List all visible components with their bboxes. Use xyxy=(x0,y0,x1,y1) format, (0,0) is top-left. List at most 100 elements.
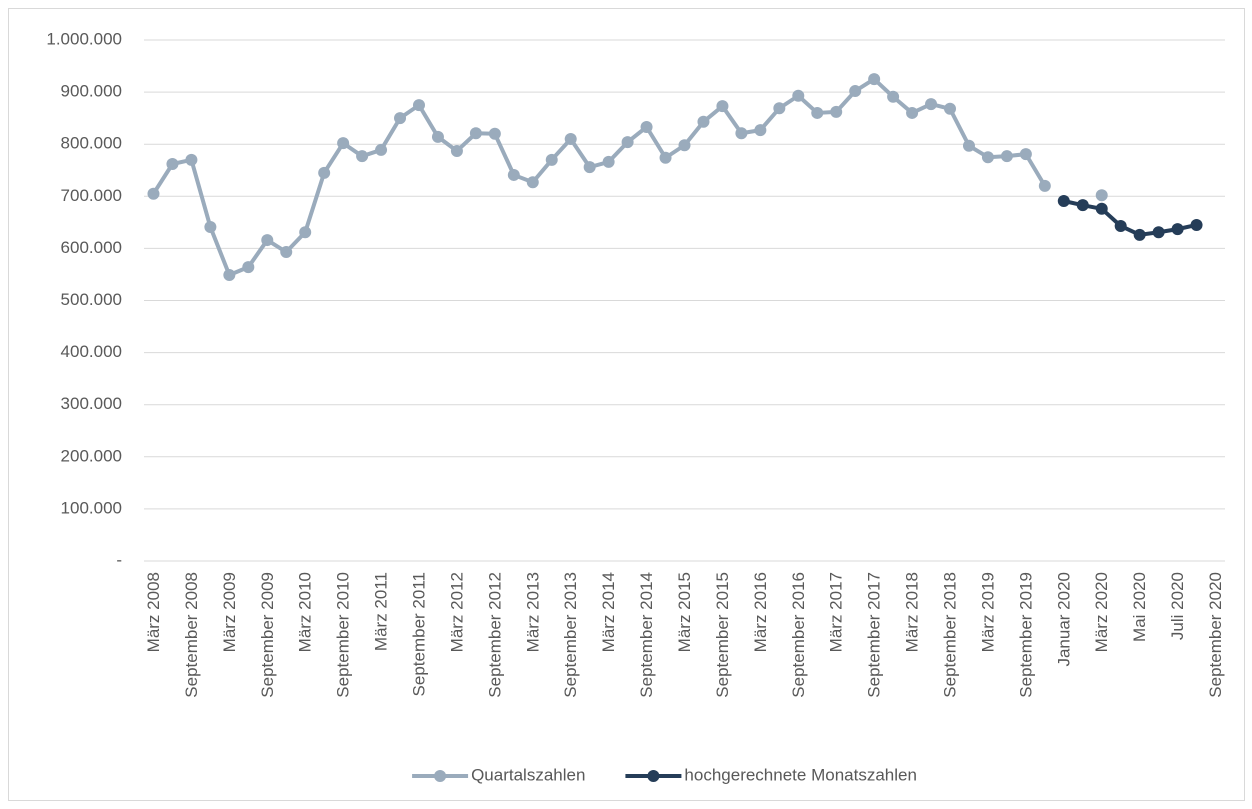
y-tick-label: - xyxy=(116,550,122,569)
data-point xyxy=(412,99,425,112)
data-point xyxy=(830,105,843,118)
data-point xyxy=(1000,150,1013,163)
data-point xyxy=(526,176,539,189)
data-point xyxy=(166,157,179,170)
data-point xyxy=(394,112,407,125)
x-tick-label: September 2014 xyxy=(637,572,656,698)
x-tick-label: Januar 2020 xyxy=(1054,572,1073,667)
x-tick-label: März 2008 xyxy=(144,572,163,652)
x-tick-label: März 2018 xyxy=(903,572,922,652)
data-point xyxy=(507,168,520,181)
data-point xyxy=(545,153,558,166)
data-point xyxy=(773,102,786,115)
y-tick-label: 100.000 xyxy=(61,498,122,517)
data-point xyxy=(204,221,217,234)
data-point xyxy=(716,100,729,113)
x-tick-label: September 2009 xyxy=(258,572,277,698)
data-point xyxy=(450,144,463,157)
y-tick-label: 600.000 xyxy=(61,238,122,257)
x-tick-label: März 2017 xyxy=(827,572,846,652)
data-point xyxy=(1095,202,1108,215)
x-tick-label: März 2012 xyxy=(447,572,466,652)
data-point xyxy=(564,132,577,145)
legend-marker xyxy=(647,770,660,782)
data-point xyxy=(621,136,634,149)
data-point xyxy=(659,151,672,164)
data-point xyxy=(792,89,805,102)
data-point xyxy=(1190,218,1203,231)
data-point xyxy=(906,106,919,119)
data-point xyxy=(431,130,444,143)
data-point xyxy=(1038,179,1051,192)
data-point xyxy=(1171,223,1184,236)
data-point xyxy=(223,268,236,281)
data-point xyxy=(811,106,824,119)
data-point xyxy=(583,161,596,174)
x-tick-label: September 2010 xyxy=(334,572,353,698)
data-point xyxy=(697,115,710,128)
x-tick-label: September 2011 xyxy=(409,572,428,696)
y-tick-label: 200.000 xyxy=(61,446,122,465)
y-tick-label: 1.000.000 xyxy=(46,29,122,48)
data-point xyxy=(242,261,255,274)
data-point xyxy=(944,102,957,115)
data-point xyxy=(1076,199,1089,212)
x-tick-label: September 2013 xyxy=(561,572,580,698)
x-tick-label: März 2013 xyxy=(523,572,542,652)
x-tick-label: September 2015 xyxy=(713,572,732,698)
data-point xyxy=(678,139,691,152)
data-point xyxy=(1095,189,1108,202)
x-tick-label: März 2011 xyxy=(372,572,391,651)
x-tick-label: März 2015 xyxy=(675,572,694,652)
x-tick-label: September 2017 xyxy=(865,572,884,698)
legend-label: hochgerechnete Monatszahlen xyxy=(684,765,917,784)
x-tick-label: September 2019 xyxy=(1016,572,1035,698)
data-point xyxy=(981,151,994,164)
data-point xyxy=(280,246,293,259)
data-point xyxy=(356,150,369,163)
data-point xyxy=(318,166,331,179)
x-tick-label: September 2020 xyxy=(1206,572,1225,698)
data-point xyxy=(868,73,881,86)
x-tick-label: September 2018 xyxy=(940,572,959,698)
x-tick-label: März 2019 xyxy=(978,572,997,652)
data-point xyxy=(1019,148,1032,161)
data-point xyxy=(469,127,482,140)
x-tick-label: März 2020 xyxy=(1092,572,1111,652)
data-point xyxy=(640,121,653,134)
y-tick-label: 300.000 xyxy=(61,394,122,413)
data-point xyxy=(488,127,501,140)
data-point xyxy=(299,226,312,239)
data-point xyxy=(147,187,160,200)
y-tick-label: 500.000 xyxy=(61,290,122,309)
data-point xyxy=(185,153,198,166)
x-tick-label: September 2012 xyxy=(485,572,504,698)
x-tick-label: September 2016 xyxy=(789,572,808,698)
x-tick-label: März 2016 xyxy=(751,572,770,652)
x-tick-label: Mai 2020 xyxy=(1130,572,1149,642)
data-point xyxy=(261,234,274,247)
legend: Quartalszahlen hochgerechnete Monatszahle… xyxy=(412,765,917,784)
y-tick-label: 700.000 xyxy=(61,186,122,205)
data-point xyxy=(1057,194,1070,207)
x-tick-label: März 2010 xyxy=(296,572,315,652)
y-tick-label: 400.000 xyxy=(61,342,122,361)
data-point xyxy=(375,143,388,156)
legend-marker xyxy=(434,770,447,782)
x-tick-label: September 2008 xyxy=(182,572,201,698)
x-tick-label: März 2009 xyxy=(220,572,239,652)
data-point xyxy=(602,155,615,168)
data-point xyxy=(754,124,767,137)
data-point xyxy=(962,139,975,152)
data-point xyxy=(887,90,900,103)
data-point xyxy=(735,127,748,140)
data-point xyxy=(849,85,862,98)
data-point xyxy=(337,137,350,150)
y-tick-label: 900.000 xyxy=(61,82,122,101)
legend-label: Quartalszahlen xyxy=(471,765,585,784)
data-point xyxy=(1152,226,1165,239)
x-tick-label: Juli 2020 xyxy=(1168,572,1187,640)
data-point xyxy=(925,98,938,111)
